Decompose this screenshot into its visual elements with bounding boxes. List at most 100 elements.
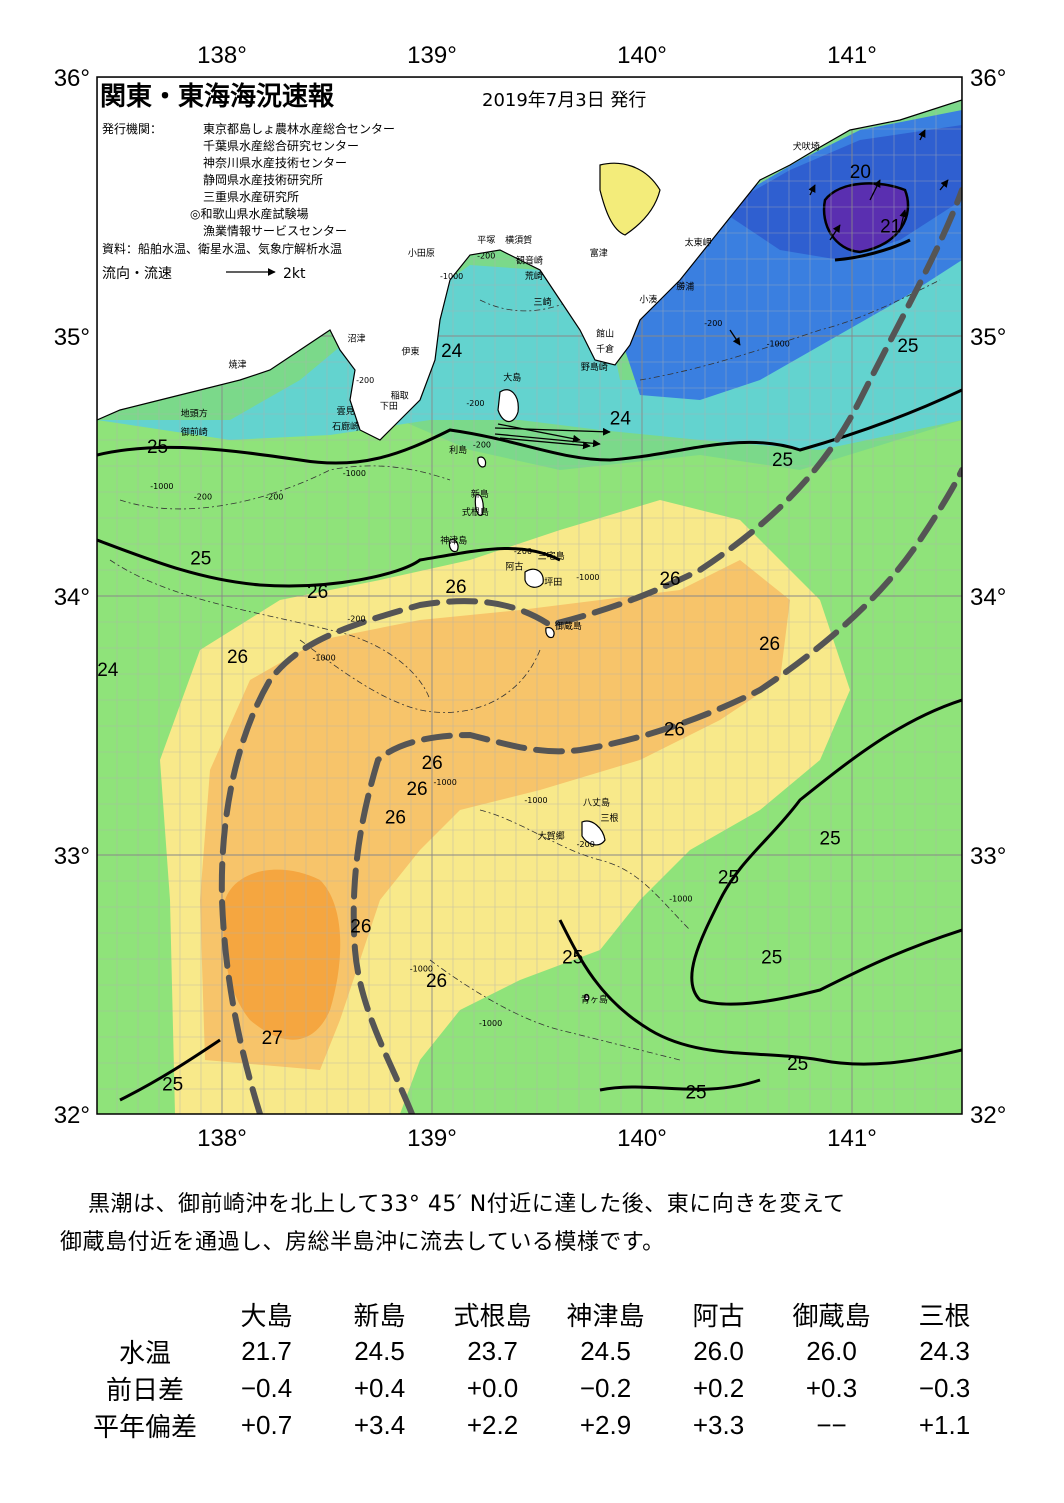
place-name: 大島 [503,371,521,383]
table-row: 水温 21.7 24.5 23.7 24.5 26.0 26.0 24.3 [80,1333,1001,1370]
isotherm-label: 26 [422,753,443,774]
kozushima-island [448,539,459,553]
table-header-row: 大島 新島 式根島 神津島 阿古 御蔵島 三根 [80,1296,1001,1333]
place-name: 観音崎 [516,255,543,267]
issuers-label: 発行機関： [102,121,162,136]
warmer-zone [200,560,790,1070]
isotherm-label: 26 [385,808,406,829]
lat-right-35: 35° [970,324,1006,351]
isotherm-label: 25 [718,867,739,888]
place-name: 利島 [449,444,467,456]
place-name: 三宅島 [538,550,565,562]
place-name: 青ヶ島 [581,994,608,1006]
place-name: 神津島 [440,535,467,547]
lat-left-32: 32° [54,1102,90,1129]
legend-label: 流向・流速 [102,266,172,282]
table-cell: −0.2 [579,1373,632,1403]
depth-label: -1000 [576,573,599,582]
kuroshio-axis [218,187,962,1114]
place-name: 三崎 [533,296,551,308]
oshima-island [497,389,519,423]
depth-label: -200 [473,441,491,450]
place-name: 荒崎 [525,270,543,282]
legend-speed: 2kt [283,266,306,282]
kuroshio-summary: 黒潮は、御前崎沖を北上して33° 45′ N付近に達した後、東に向きを変えて 御… [60,1186,1020,1262]
isotherm-label: 24 [441,341,463,362]
isotherm-label: 26 [659,569,680,590]
col-niijima: 新島 [353,1301,406,1331]
depth-label: -1000 [434,778,457,787]
place-name: 野島崎 [581,361,608,373]
place-name: 犬吠埼 [793,141,820,153]
isotherm-label: 24 [610,408,632,429]
place-name: 館山 [596,327,614,339]
lat-left-36: 36° [54,65,90,92]
issuer-4: 静岡県水産技術研究所 [203,172,323,187]
col-shikinejima: 式根島 [453,1301,532,1331]
depth-label: -200 [466,399,484,408]
table-cell: +2.2 [466,1410,519,1440]
isotherm-label: 24 [97,660,119,681]
depth-label: -200 [704,319,722,328]
coldest-water-zone [822,182,910,254]
depth-label: -1000 [410,964,433,973]
table-cell: −− [816,1410,847,1440]
table-cell: 24.5 [580,1336,631,1366]
table-cell: 26.0 [693,1336,744,1366]
place-name: 阿古 [505,561,523,573]
isotherm-label: 25 [772,450,793,471]
place-name: 坪田 [544,577,562,588]
depth-contours [109,279,941,1061]
isotherm-label: 25 [761,948,782,969]
table-corner [80,1296,210,1333]
depth-label: -200 [265,493,283,502]
col-oshima: 大島 [240,1301,293,1331]
isotherm-label: 26 [307,582,328,603]
lon-bottom-140: 140° [617,1125,667,1152]
isotherm-label: 26 [350,917,371,938]
row-label-normal-anomaly: 平年偏差 [92,1412,197,1442]
table-cell: 21.7 [241,1336,292,1366]
isotherm-label: 25 [147,437,168,458]
lat-right-36: 36° [970,65,1006,92]
isotherm-label: 25 [162,1075,183,1096]
isotherm-label: 26 [759,634,780,655]
depth-label: -1000 [150,482,173,491]
issuer-3: 神奈川県水産技術センター [203,155,347,170]
map-header: 関東・東海海況速報 2019年7月3日 発行 発行機関： 東京都島しょ農林水産総… [100,82,646,282]
land [97,77,962,1001]
lon-top-141: 141° [827,42,877,69]
table-cell: +2.9 [579,1410,632,1440]
table-cell: −0.4 [240,1373,293,1403]
place-name: 地頭方 [181,408,208,420]
place-name: 勝浦 [676,281,694,293]
col-mikurajima: 御蔵島 [792,1301,871,1331]
place-name: 稲取 [391,389,409,401]
table-cell: +0.0 [466,1373,519,1403]
isotherm-label: 25 [820,828,841,849]
depth-label: -1000 [669,894,692,903]
place-name: 新島 [471,488,489,500]
isotherm-label: 26 [445,577,466,598]
depth-label: -200 [514,547,532,556]
depth-label: -1000 [440,272,463,281]
data-sources: 資料：船舶水温、衛星水温、気象庁解析水温 [102,241,342,256]
summary-line-1: 黒潮は、御前崎沖を北上して33° 45′ N付近に達した後、東に向きを変えて [88,1192,846,1217]
boso-inner-bay [599,162,661,236]
lon-top-139: 139° [407,42,457,69]
depth-label: -1000 [524,796,547,805]
col-mitsune: 三根 [918,1301,971,1331]
map-frame [96,76,963,1115]
table-row: 前日差 −0.4 +0.4 +0.0 −0.2 +0.2 +0.3 −0.3 [80,1370,1001,1407]
hachijojima-island [581,820,606,846]
lat-right-32: 32° [970,1102,1006,1129]
depth-label: -1000 [312,653,335,662]
place-name: 式根島 [462,506,489,518]
table-cell: +3.4 [353,1410,406,1440]
lat-left-35: 35° [54,324,90,351]
isotherm-label: 25 [685,1082,706,1103]
